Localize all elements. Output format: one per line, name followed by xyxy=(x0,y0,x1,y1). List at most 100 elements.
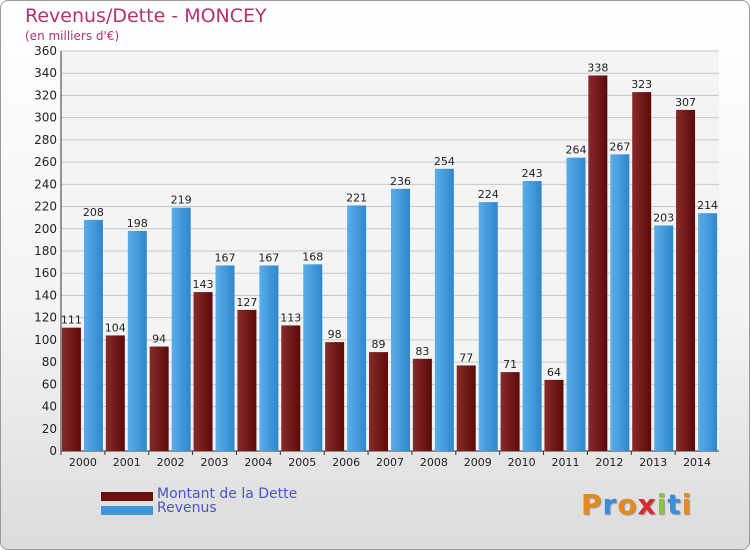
data-label-revenus: 219 xyxy=(171,194,192,207)
bar-revenus xyxy=(171,207,191,451)
x-tick-label: 2009 xyxy=(464,456,492,469)
data-label-revenus: 198 xyxy=(127,217,148,230)
y-tick-label: 100 xyxy=(34,333,57,347)
y-tick-label: 340 xyxy=(34,66,57,80)
bar-revenus xyxy=(215,265,235,451)
bar-dette xyxy=(281,325,301,451)
bar-dette xyxy=(544,379,564,451)
logo-letter: i xyxy=(681,488,693,521)
data-label-revenus: 264 xyxy=(565,144,586,157)
legend-label-dette: Montant de la Dette xyxy=(157,486,298,502)
bar-dette xyxy=(105,335,125,451)
x-tick-label: 2012 xyxy=(595,456,623,469)
y-tick-label: 200 xyxy=(34,222,57,236)
y-tick-label: 20 xyxy=(42,422,57,436)
bar-revenus xyxy=(698,213,718,451)
data-label-dette: 143 xyxy=(193,278,214,291)
bar-revenus xyxy=(83,219,103,451)
data-label-revenus: 167 xyxy=(215,251,236,264)
x-tick-label: 2014 xyxy=(683,456,711,469)
logo-letter: r xyxy=(602,488,618,521)
y-tick-label: 260 xyxy=(34,155,57,169)
data-label-dette: 83 xyxy=(415,345,429,358)
bar-dette xyxy=(61,327,81,451)
legend-swatch-dette xyxy=(101,492,153,501)
data-label-revenus: 221 xyxy=(346,191,367,204)
bar-revenus xyxy=(127,231,147,451)
bar-dette xyxy=(676,109,696,451)
data-label-revenus: 203 xyxy=(653,211,674,224)
x-tick-label: 2003 xyxy=(201,456,229,469)
bar-revenus xyxy=(566,157,586,451)
legend-swatch-revenus xyxy=(101,506,153,515)
data-label-dette: 104 xyxy=(105,321,126,334)
y-tick-label: 60 xyxy=(42,377,57,391)
y-tick-label: 80 xyxy=(42,355,57,369)
data-label-revenus: 224 xyxy=(478,188,499,201)
y-tick-label: 180 xyxy=(34,244,57,258)
y-tick-label: 40 xyxy=(42,400,57,414)
x-tick-label: 2002 xyxy=(157,456,185,469)
bar-revenus xyxy=(478,202,498,451)
bar-revenus xyxy=(259,265,279,451)
bar-revenus xyxy=(434,168,454,451)
data-label-revenus: 243 xyxy=(522,167,543,180)
data-label-dette: 111 xyxy=(61,314,82,327)
y-tick-label: 360 xyxy=(34,44,57,58)
data-label-revenus: 208 xyxy=(83,206,104,219)
bar-dette xyxy=(412,358,432,451)
proxiti-logo: Proxiti xyxy=(581,488,692,521)
data-label-revenus: 214 xyxy=(697,199,718,212)
data-label-dette: 338 xyxy=(587,61,608,74)
data-label-revenus: 167 xyxy=(258,251,279,264)
data-label-revenus: 168 xyxy=(302,250,323,263)
y-tick-label: 300 xyxy=(34,111,57,125)
x-tick-label: 2004 xyxy=(244,456,272,469)
data-label-dette: 113 xyxy=(280,311,301,324)
legend-label-revenus: Revenus xyxy=(157,500,217,516)
data-label-dette: 307 xyxy=(675,96,696,109)
x-tick-label: 2010 xyxy=(508,456,536,469)
data-label-revenus: 254 xyxy=(434,155,455,168)
y-tick-label: 160 xyxy=(34,266,57,280)
data-label-dette: 127 xyxy=(236,296,257,309)
data-label-dette: 89 xyxy=(372,338,386,351)
data-label-revenus: 236 xyxy=(390,175,411,188)
data-label-dette: 71 xyxy=(503,358,517,371)
x-tick-label: 2008 xyxy=(420,456,448,469)
data-label-dette: 323 xyxy=(631,78,652,91)
bar-dette xyxy=(456,365,476,451)
x-tick-label: 2007 xyxy=(376,456,404,469)
bar-dette xyxy=(369,352,388,451)
logo-letter: t xyxy=(667,488,682,521)
x-tick-label: 2000 xyxy=(69,456,97,469)
bar-dette xyxy=(149,346,169,451)
chart-title: Revenus/Dette - MONCEY xyxy=(25,5,267,27)
x-tick-label: 2011 xyxy=(551,456,579,469)
data-label-dette: 77 xyxy=(459,351,473,364)
bar-dette xyxy=(500,372,520,451)
bar-revenus xyxy=(347,205,367,451)
logo-letter: x xyxy=(637,488,657,521)
x-tick-label: 2013 xyxy=(639,456,667,469)
bar-revenus xyxy=(391,188,410,451)
bar-revenus xyxy=(303,264,323,451)
y-tick-label: 240 xyxy=(34,177,57,191)
bar-dette xyxy=(632,92,652,451)
bar-dette xyxy=(325,342,345,451)
chart-subtitle: (en milliers d'€) xyxy=(25,29,120,43)
data-label-dette: 98 xyxy=(328,328,342,341)
y-tick-label: 0 xyxy=(49,444,57,458)
logo-letter: o xyxy=(617,488,638,521)
y-tick-label: 280 xyxy=(34,133,57,147)
y-tick-label: 320 xyxy=(34,88,57,102)
bar-dette xyxy=(237,309,257,451)
bar-revenus xyxy=(522,181,542,451)
x-tick-label: 2005 xyxy=(288,456,316,469)
bar-dette xyxy=(588,75,608,451)
y-tick-label: 220 xyxy=(34,200,57,214)
x-tick-label: 2001 xyxy=(113,456,141,469)
logo-letter: i xyxy=(656,488,668,521)
